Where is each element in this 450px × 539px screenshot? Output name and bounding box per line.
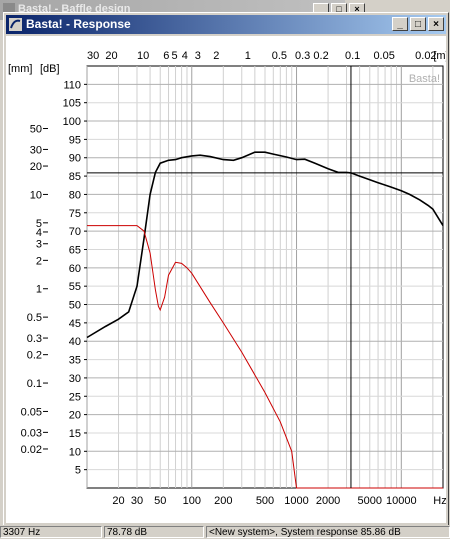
db-tick-label: 65 <box>69 244 81 256</box>
mm-tick-label: 2 <box>36 255 42 267</box>
db-tick-label: 80 <box>69 189 81 201</box>
meter-tick-label: 0.2 <box>313 50 328 62</box>
hz-tick-label: 20 <box>112 495 124 507</box>
meter-tick-label: 3 <box>195 50 201 62</box>
status-level: 78.78 dB <box>104 526 204 538</box>
db-tick-label: 35 <box>69 355 81 367</box>
excursion-line <box>87 225 443 489</box>
db-tick-label: 15 <box>69 428 81 440</box>
db-tick-label: 45 <box>69 318 81 330</box>
meter-tick-label: 0.05 <box>373 50 394 62</box>
db-tick-label: 10 <box>69 446 81 458</box>
meter-tick-label: 0.3 <box>295 50 310 62</box>
db-tick-label: 90 <box>69 153 81 165</box>
db-tick-label: 60 <box>69 263 81 275</box>
mm-tick-label: 50 <box>30 124 42 136</box>
hz-tick-label: 30 <box>131 495 143 507</box>
mm-tick-label: 0.1 <box>27 378 42 390</box>
response-chart[interactable]: 1101051009590858075706560555045403530252… <box>6 36 449 523</box>
response-window-titlebar[interactable]: Basta! - Response _ □ × <box>6 15 446 34</box>
meter-unit-label: [m] <box>433 50 446 62</box>
db-tick-label: 85 <box>69 171 81 183</box>
db-tick-label: 95 <box>69 134 81 146</box>
response-plot-area[interactable]: 110 105 100 95 90 85 80 75 70 65 60 55 50 45 40 35 30 25 2… <box>6 36 449 523</box>
window-buttons: _ □ × <box>390 17 444 31</box>
hz-tick-label: 500 <box>256 495 274 507</box>
basta-app-icon <box>9 18 22 31</box>
mm-tick-label: 0.03 <box>21 427 42 439</box>
db-tick-label: 70 <box>69 226 81 238</box>
meter-tick-label: 5 <box>172 50 178 62</box>
watermark: Basta! <box>409 73 440 85</box>
db-tick-label: 100 <box>63 116 81 128</box>
meter-tick-label: 4 <box>182 50 188 62</box>
meter-tick-label: 2 <box>213 50 219 62</box>
mm-tick-label: 4 <box>36 227 42 239</box>
db-tick-label: 25 <box>69 391 81 403</box>
meter-tick-label: 20 <box>105 50 117 62</box>
mm-tick-label: 5 <box>36 218 42 230</box>
hz-tick-label: 50 <box>154 495 166 507</box>
mm-tick-label: 0.05 <box>21 406 42 418</box>
db-tick-label: 110 <box>63 79 81 91</box>
db-tick-label: 75 <box>69 208 81 220</box>
meter-tick-label: 1 <box>245 50 251 62</box>
mm-tick-label: 3 <box>36 239 42 251</box>
db-tick-label: 20 <box>69 410 81 422</box>
db-tick-label: 105 <box>63 98 81 110</box>
db-tick-label: 5 <box>75 465 81 477</box>
hz-tick-label: 1000 <box>284 495 308 507</box>
db-tick-label: 55 <box>69 281 81 293</box>
mm-tick-label: 0.3 <box>27 333 42 345</box>
mm-tick-label: 0.02 <box>21 444 42 456</box>
status-bar: 3307 Hz 78.78 dB <New system>, System re… <box>0 525 450 539</box>
db-tick-label: 30 <box>69 373 81 385</box>
meter-tick-label: 30 <box>87 50 99 62</box>
mm-tick-label: 1 <box>36 284 42 296</box>
db-tick-label: 50 <box>69 300 81 312</box>
status-message: <New system>, System response 85.86 dB <box>206 526 450 538</box>
db-unit-label: [dB] <box>40 63 60 75</box>
mm-tick-label: 0.5 <box>27 312 42 324</box>
hz-tick-label: 2000 <box>316 495 340 507</box>
meter-tick-label: 6 <box>163 50 169 62</box>
meter-tick-label: 10 <box>137 50 149 62</box>
window-title: Basta! - Response <box>26 17 131 31</box>
mm-tick-label: 0.2 <box>27 350 42 362</box>
mm-tick-label: 30 <box>30 144 42 156</box>
hz-tick-label: 100 <box>183 495 201 507</box>
hz-tick-label: 200 <box>214 495 232 507</box>
meter-tick-label: 0.02 <box>415 50 436 62</box>
spl-response-line <box>86 151 444 339</box>
response-window: Basta! - Response _ □ × 110 105 100 95 90 85 8… <box>3 12 449 526</box>
hz-tick-label: 10000 <box>386 495 417 507</box>
maximize-icon[interactable]: □ <box>410 17 426 31</box>
hz-axis-label: Hz <box>433 495 446 507</box>
status-frequency: 3307 Hz <box>0 526 102 538</box>
hz-tick-label: 5000 <box>358 495 382 507</box>
meter-tick-label: 0.1 <box>345 50 360 62</box>
meter-tick-label: 0.5 <box>272 50 287 62</box>
db-tick-label: 40 <box>69 336 81 348</box>
minimize-icon[interactable]: _ <box>392 17 408 31</box>
mm-tick-label: 20 <box>30 161 42 173</box>
mm-tick-label: 10 <box>30 189 42 201</box>
close-icon[interactable]: × <box>428 17 444 31</box>
mm-unit-label: [mm] <box>8 63 32 75</box>
